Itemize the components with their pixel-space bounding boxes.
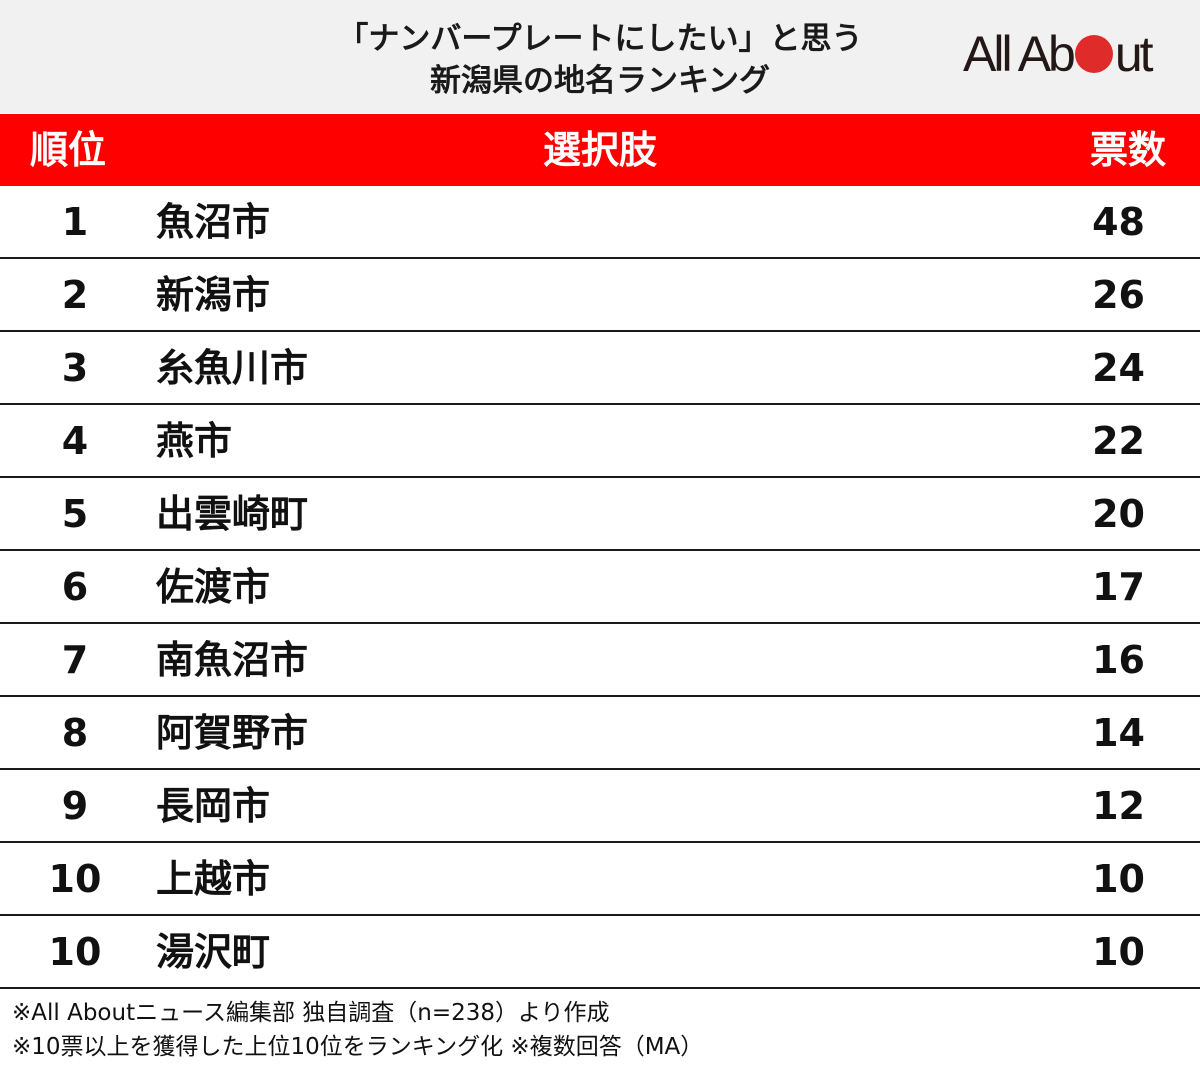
vote-count: 20 xyxy=(1092,492,1145,536)
place-name: 南魚沼市 xyxy=(156,638,309,682)
place-name: 佐渡市 xyxy=(156,565,271,609)
rank: 10 xyxy=(48,930,102,974)
table-row: 1 魚沼市 48 xyxy=(0,186,1200,259)
column-header-rank: 順位 xyxy=(30,128,107,172)
title-line-2: 新潟県の地名ランキング xyxy=(429,63,771,99)
vote-count: 12 xyxy=(1092,784,1145,828)
footnote-method: ※10票以上を獲得した上位10位をランキング化 ※複数回答（MA） xyxy=(12,1034,704,1060)
logo-text-2: ut xyxy=(1114,26,1154,82)
footnote-source: ※All Aboutニュース編集部 独自調査（n=238）より作成 xyxy=(12,1000,610,1026)
rank: 10 xyxy=(48,857,102,901)
place-name: 燕市 xyxy=(156,419,233,463)
place-name: 長岡市 xyxy=(156,784,271,828)
rank: 5 xyxy=(61,492,89,536)
rank: 6 xyxy=(61,565,89,609)
vote-count: 10 xyxy=(1092,930,1145,974)
rank: 8 xyxy=(61,711,89,755)
table-row: 9 長岡市 12 xyxy=(0,770,1200,843)
footnotes: ※All Aboutニュース編集部 独自調査（n=238）より作成 ※10票以上… xyxy=(12,996,703,1064)
vote-count: 48 xyxy=(1092,200,1145,244)
vote-count: 17 xyxy=(1092,565,1145,609)
rank: 9 xyxy=(61,784,89,828)
logo-dot-icon xyxy=(1074,35,1113,73)
place-name: 湯沢町 xyxy=(156,930,271,974)
rank: 3 xyxy=(61,346,89,390)
header: 「ナンバープレートにしたい」と思う 新潟県の地名ランキング All Ab ut xyxy=(0,0,1200,113)
logo-text-1: All Ab xyxy=(963,26,1076,82)
place-name: 阿賀野市 xyxy=(156,711,309,755)
table-row: 2 新潟市 26 xyxy=(0,259,1200,332)
vote-count: 16 xyxy=(1092,638,1145,682)
place-name: 糸魚川市 xyxy=(156,346,309,390)
place-name: 出雲崎町 xyxy=(156,492,309,536)
ranking-table-body: 1 魚沼市 48 2 新潟市 26 3 糸魚川市 24 4 燕市 22 5 出雲崎町 20 6 佐渡市… xyxy=(0,186,1200,989)
table-row: 4 燕市 22 xyxy=(0,405,1200,478)
rank: 2 xyxy=(61,273,89,317)
vote-count: 10 xyxy=(1092,857,1145,901)
table-row: 10 湯沢町 10 xyxy=(0,916,1200,989)
rank: 1 xyxy=(61,200,89,244)
vote-count: 14 xyxy=(1092,711,1145,755)
column-header-choice: 選択肢 xyxy=(542,128,657,172)
place-name: 新潟市 xyxy=(156,273,271,317)
table-row: 8 阿賀野市 14 xyxy=(0,697,1200,770)
place-name: 上越市 xyxy=(156,857,271,901)
table-row: 6 佐渡市 17 xyxy=(0,551,1200,624)
column-header-votes: 票数 xyxy=(1089,128,1166,172)
table-row: 10 上越市 10 xyxy=(0,843,1200,916)
place-name: 魚沼市 xyxy=(156,200,271,244)
chart-title: 「ナンバープレートにしたい」と思う 新潟県の地名ランキング xyxy=(300,18,900,102)
table-row: 5 出雲崎町 20 xyxy=(0,478,1200,551)
table-row: 7 南魚沼市 16 xyxy=(0,624,1200,697)
vote-count: 22 xyxy=(1092,419,1145,463)
rank: 4 xyxy=(61,419,89,463)
table-header: 選択肢 順位 票数 xyxy=(0,114,1200,186)
rank: 7 xyxy=(61,638,89,682)
vote-count: 26 xyxy=(1092,273,1145,317)
table-row: 3 糸魚川市 24 xyxy=(0,332,1200,405)
vote-count: 24 xyxy=(1092,346,1145,390)
title-line-1: 「ナンバープレートにしたい」と思う xyxy=(337,21,863,57)
allabout-logo: All Ab ut xyxy=(963,26,1154,82)
